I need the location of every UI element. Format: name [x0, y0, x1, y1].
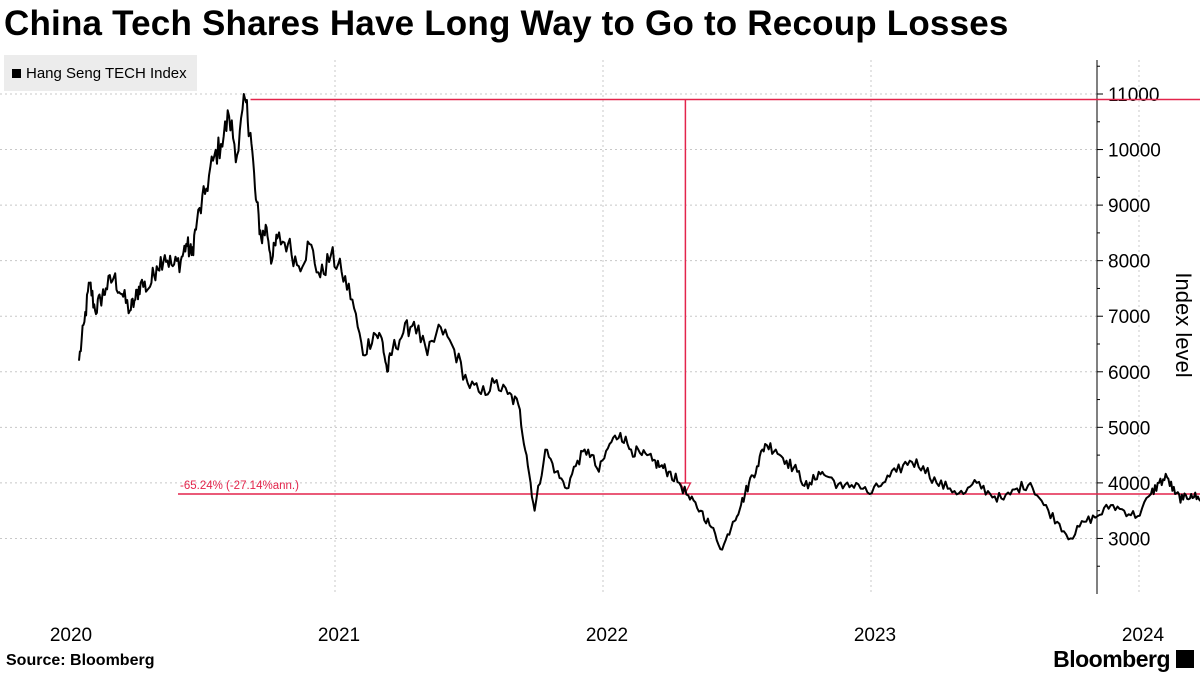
y-tick-label: 9000 — [1108, 196, 1150, 217]
y-tick-label: 3000 — [1108, 529, 1150, 550]
change-annotation-label: -65.24% (-27.14%ann.) — [180, 480, 299, 492]
gridlines — [0, 60, 1140, 594]
y-tick-label: 11000 — [1108, 85, 1159, 106]
y-tick-label: 4000 — [1108, 474, 1150, 495]
annotations: -65.24% (-27.14%ann.) — [178, 98, 1200, 495]
y-tick-label: 5000 — [1108, 418, 1150, 439]
source-note: Source: Bloomberg — [6, 652, 155, 669]
chart-title: China Tech Shares Have Long Way to Go to… — [4, 4, 1009, 43]
x-tick-label: 2020 — [50, 625, 92, 646]
y-tick-label: 6000 — [1108, 363, 1150, 384]
legend: Hang Seng TECH Index — [4, 55, 197, 91]
y-tick-label: 7000 — [1108, 307, 1150, 328]
x-tick-label: 2023 — [854, 625, 896, 646]
series-layer — [78, 93, 1200, 551]
y-tick-label: 10000 — [1108, 141, 1161, 162]
y-axis-ticks: 3000 4000 5000 6000 7000 8000 9000 10000 11000 — [1097, 65, 1161, 567]
brand-logo: Bloomberg — [1053, 646, 1170, 672]
x-tick-label: 2024 — [1122, 625, 1165, 646]
legend-label: Hang Seng TECH Index — [26, 64, 187, 82]
bloomberg-terminal-icon — [1176, 650, 1194, 668]
y-tick-label: 8000 — [1108, 252, 1150, 273]
x-tick-label: 2021 — [318, 625, 360, 646]
legend-swatch — [12, 68, 21, 78]
series-line-hang-seng-tech — [78, 93, 1200, 551]
x-tick-label: 2022 — [586, 625, 628, 646]
y-axis-title: Index level — [1171, 272, 1196, 377]
x-axis-labels: 2020 2021 2022 2023 2024 — [50, 625, 1165, 646]
